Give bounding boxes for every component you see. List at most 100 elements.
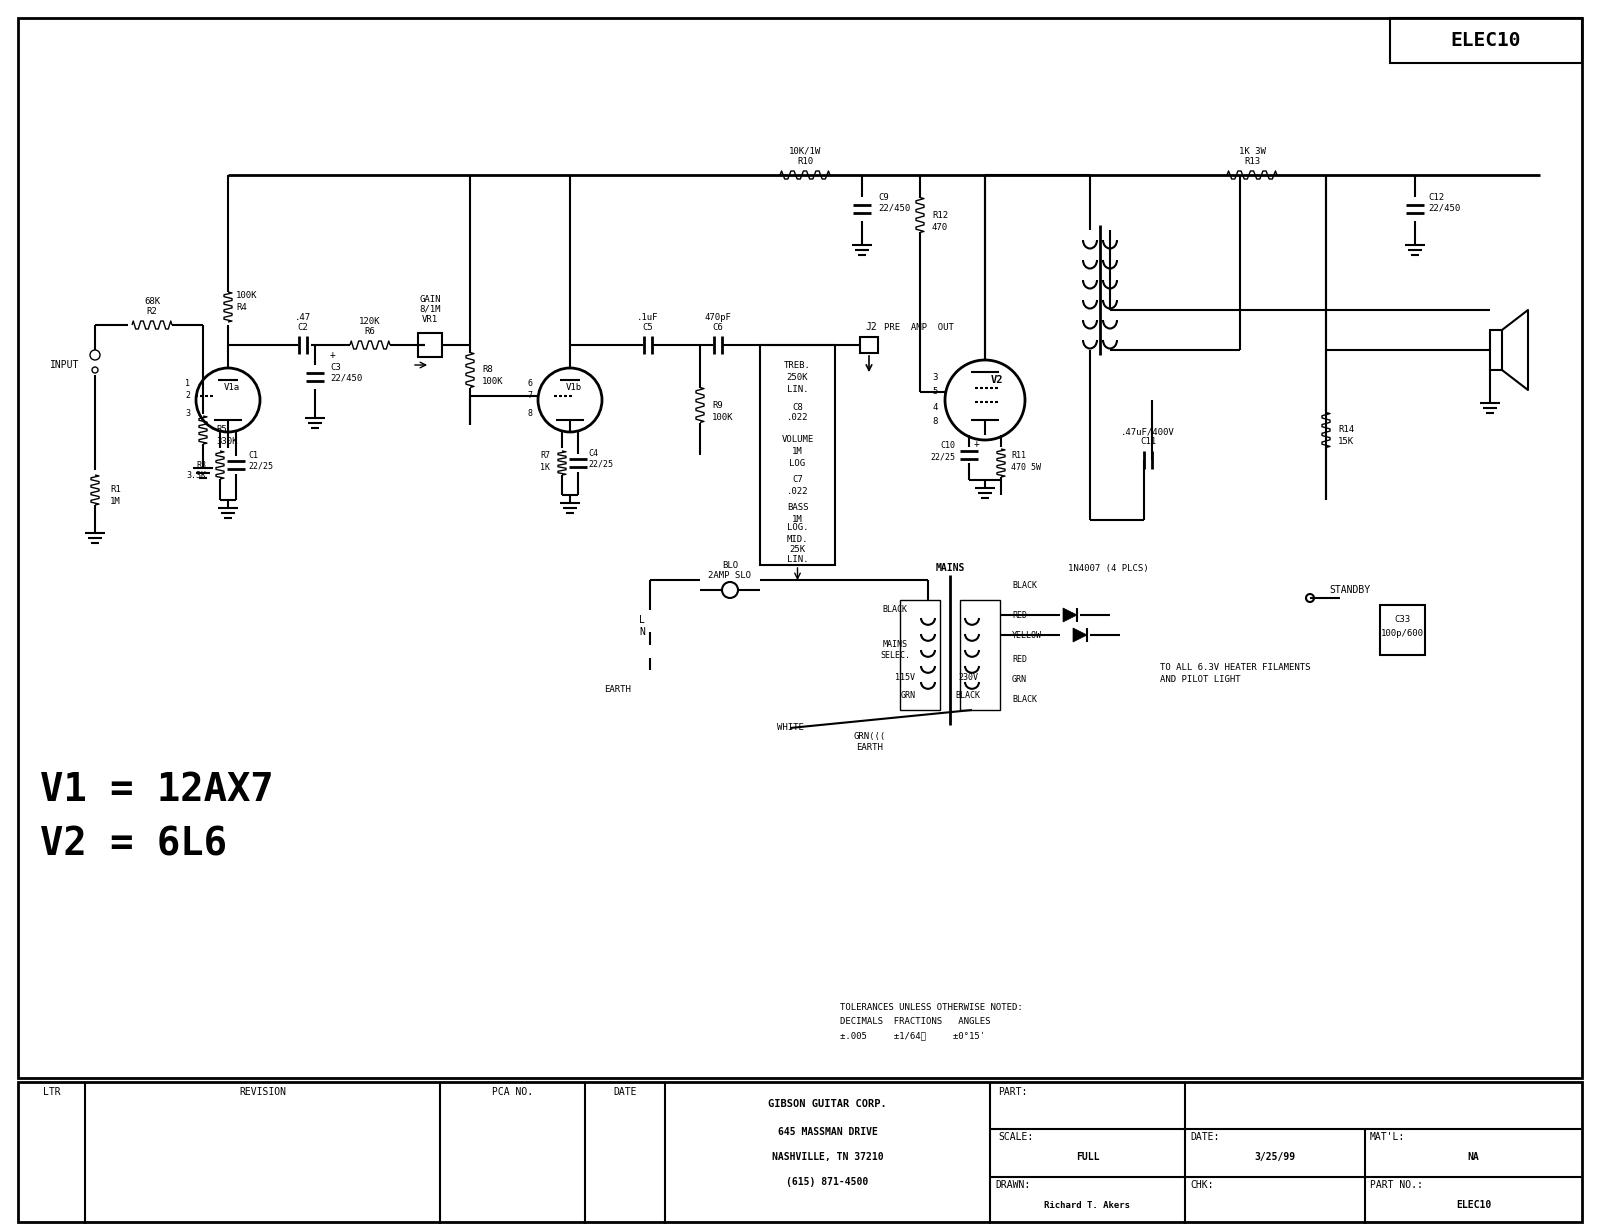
Text: GRN: GRN [901, 690, 915, 699]
Text: NASHVILLE, TN 37210: NASHVILLE, TN 37210 [771, 1152, 883, 1162]
Text: LTR: LTR [43, 1087, 61, 1097]
Text: 470: 470 [931, 223, 949, 231]
Text: FULL: FULL [1075, 1152, 1099, 1162]
Text: 1M: 1M [792, 448, 803, 457]
Text: 8: 8 [526, 410, 531, 419]
Text: R11: R11 [1011, 450, 1026, 459]
Text: 68K: 68K [144, 296, 160, 306]
Text: LOG: LOG [789, 459, 805, 468]
Text: WHITE: WHITE [776, 723, 803, 732]
Text: Richard T. Akers: Richard T. Akers [1045, 1201, 1131, 1209]
Text: 1: 1 [186, 379, 190, 388]
Text: C1: C1 [248, 450, 258, 459]
Text: CHK:: CHK: [1190, 1180, 1213, 1190]
Text: SCALE:: SCALE: [998, 1132, 1034, 1142]
Bar [18, 18, 1582, 1078]
Text: GRN: GRN [1013, 676, 1027, 684]
Text: BLACK: BLACK [1013, 580, 1037, 590]
Text: MAT'L:: MAT'L: [1370, 1132, 1405, 1142]
Text: .022: .022 [787, 486, 808, 496]
Text: NA: NA [1467, 1152, 1480, 1162]
Text: C8: C8 [792, 403, 803, 411]
Text: R6: R6 [365, 327, 376, 335]
Text: C5: C5 [643, 322, 653, 332]
Text: 22/25: 22/25 [930, 453, 955, 461]
Text: 8: 8 [933, 417, 938, 426]
Text: L: L [638, 614, 645, 625]
Text: PART NO.:: PART NO.: [1370, 1180, 1422, 1190]
Text: GRN⟨⟨⟨: GRN⟨⟨⟨ [854, 732, 886, 741]
Text: R14: R14 [1338, 426, 1354, 435]
Bar [861, 337, 878, 353]
Text: 4: 4 [933, 404, 938, 412]
Text: LIN.: LIN. [787, 554, 808, 563]
Text: TO ALL 6.3V HEATER FILAMENTS: TO ALL 6.3V HEATER FILAMENTS [1160, 663, 1310, 672]
Text: PART:: PART: [998, 1087, 1027, 1097]
Bar [1490, 330, 1502, 370]
Text: V1 = 12AX7: V1 = 12AX7 [40, 771, 274, 809]
Text: 1K: 1K [541, 463, 550, 471]
Text: 5: 5 [933, 388, 938, 397]
Text: 22/25: 22/25 [589, 459, 613, 469]
Text: .47: .47 [294, 312, 310, 322]
Text: REVISION: REVISION [238, 1087, 286, 1097]
Text: 2AMP SLO: 2AMP SLO [709, 572, 752, 580]
Text: C4: C4 [589, 449, 598, 459]
Text: 115V: 115V [894, 673, 915, 683]
Text: TOLERANCES UNLESS OTHERWISE NOTED:: TOLERANCES UNLESS OTHERWISE NOTED: [840, 1004, 1022, 1012]
Text: PCA NO.: PCA NO. [491, 1087, 533, 1097]
Text: STANDBY: STANDBY [1330, 585, 1371, 595]
Text: C7: C7 [792, 475, 803, 485]
Text: 22/450: 22/450 [1429, 203, 1461, 213]
Text: 1K 3W: 1K 3W [1238, 147, 1266, 155]
Text: 22/25: 22/25 [248, 461, 274, 470]
Text: DRAWN:: DRAWN: [995, 1180, 1030, 1190]
Text: V1b: V1b [566, 383, 582, 393]
Bar [1390, 18, 1582, 62]
Text: R13: R13 [1243, 157, 1261, 165]
Text: 3: 3 [933, 373, 938, 382]
Text: MAINS: MAINS [936, 563, 965, 573]
Text: GAIN: GAIN [419, 295, 440, 304]
Text: MID.: MID. [787, 536, 808, 545]
Text: 100K: 100K [712, 412, 733, 421]
Text: 8/1M: 8/1M [419, 305, 440, 313]
Text: RED: RED [1013, 611, 1027, 619]
Text: C12: C12 [1429, 192, 1445, 202]
Text: BLO: BLO [722, 562, 738, 570]
Text: LIN.: LIN. [787, 384, 808, 393]
Text: 250K: 250K [787, 373, 808, 382]
Text: RED: RED [1013, 656, 1027, 665]
Text: VOLUME: VOLUME [781, 436, 814, 444]
Text: V2: V2 [990, 375, 1003, 386]
Text: 3/25/99: 3/25/99 [1254, 1152, 1296, 1162]
Text: 7: 7 [526, 392, 531, 400]
Text: PRE  AMP  OUT: PRE AMP OUT [883, 322, 954, 332]
Text: C2: C2 [298, 322, 309, 332]
Text: .1uF: .1uF [637, 312, 659, 322]
Text: V1a: V1a [224, 383, 240, 393]
Text: R12: R12 [931, 211, 949, 219]
Text: 330K: 330K [216, 437, 237, 446]
Text: BASS: BASS [787, 503, 808, 513]
Text: C10: C10 [941, 441, 955, 449]
Bar [960, 600, 1000, 710]
Text: DECIMALS  FRACTIONS   ANGLES: DECIMALS FRACTIONS ANGLES [840, 1017, 990, 1027]
Text: 2: 2 [186, 392, 190, 400]
Text: R4: R4 [237, 302, 246, 311]
Text: R9: R9 [712, 400, 723, 410]
Text: GIBSON GUITAR CORP.: GIBSON GUITAR CORP. [768, 1099, 886, 1109]
Text: C33: C33 [1394, 616, 1410, 624]
Text: 645 MASSMAN DRIVE: 645 MASSMAN DRIVE [778, 1127, 877, 1137]
Text: R10: R10 [797, 157, 813, 165]
Text: ±.005     ±1/64ʺ     ±0°15ʹ: ±.005 ±1/64ʺ ±0°15ʹ [840, 1032, 986, 1040]
Text: 470pF: 470pF [704, 312, 731, 322]
Text: 15K: 15K [1338, 437, 1354, 447]
Text: J2: J2 [866, 322, 877, 332]
Text: +: + [974, 439, 979, 449]
Text: C11: C11 [1139, 437, 1157, 447]
Text: 100K: 100K [482, 377, 504, 386]
Text: V2 = 6L6: V2 = 6L6 [40, 826, 227, 864]
Polygon shape [1062, 608, 1077, 622]
Text: 3.3K: 3.3K [186, 471, 206, 481]
